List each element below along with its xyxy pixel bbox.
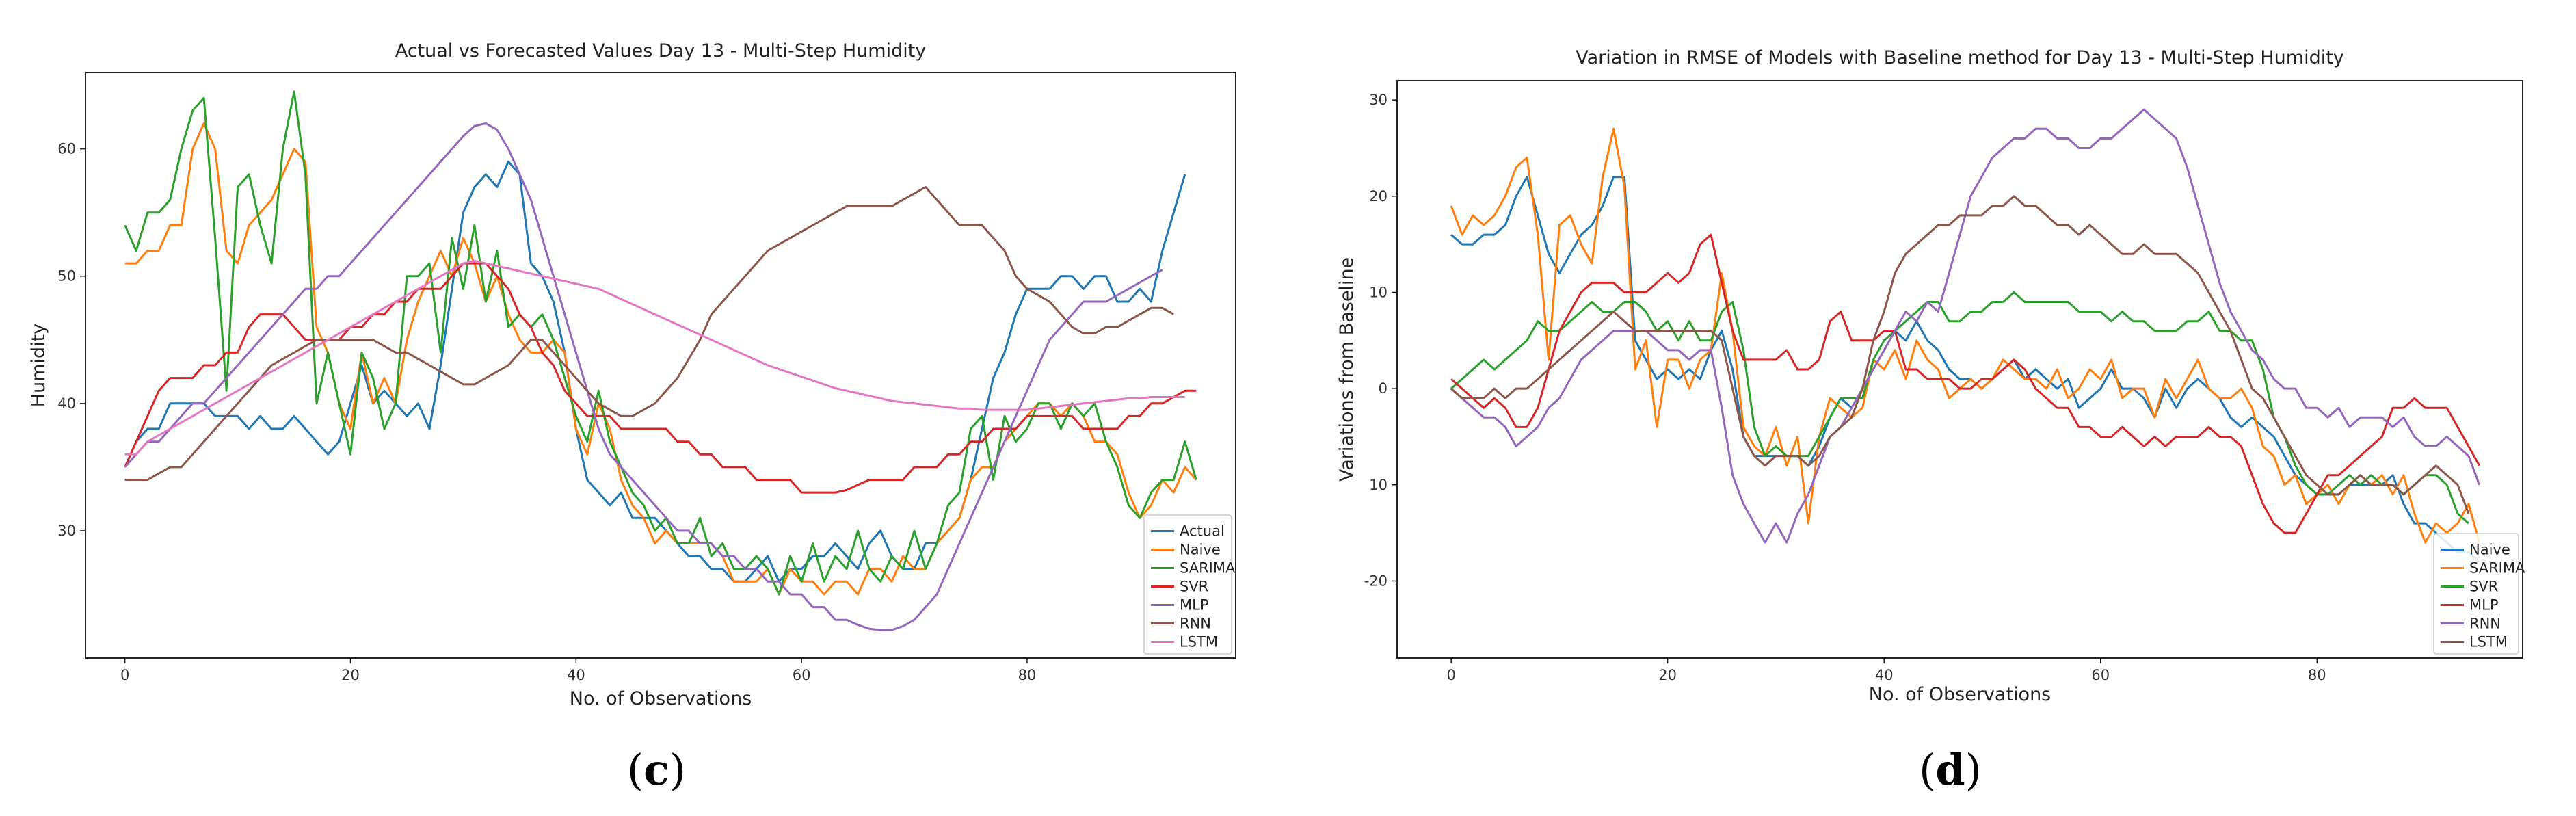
y-tick-label: -20	[1364, 572, 1387, 589]
series-line-mlp	[124, 122, 1163, 631]
series-line-sarima	[124, 90, 1197, 596]
x-tick-label: 20	[341, 667, 360, 683]
y-tick-label: 50	[57, 268, 76, 285]
series-line-lstm	[124, 259, 1185, 456]
x-tick-label: 80	[2308, 667, 2326, 683]
x-tick-label: 80	[1018, 667, 1037, 683]
legend-label-mlp: MLP	[1180, 597, 1208, 614]
legend-label-mlp: MLP	[2469, 597, 2498, 614]
caption-d: (d)	[1919, 745, 1982, 795]
series-line-sarima	[1450, 127, 2481, 544]
x-tick-label: 20	[1658, 667, 1677, 683]
legend-label-actual: Actual	[1180, 523, 1225, 540]
chart-c-legend: Actual Naive SARIMA SVR MLP RNN LSTM	[1143, 514, 1236, 655]
chart-d-xlabel: No. of Observations	[1869, 684, 2051, 705]
y-tick-label: 10	[1369, 477, 1387, 493]
chart-c-series-lines	[124, 90, 1197, 631]
legend-label-naive: Naive	[1180, 542, 1221, 558]
legend-label-naive: Naive	[2469, 542, 2510, 558]
chart-c-title: Actual vs Forecasted Values Day 13 - Mul…	[395, 40, 927, 62]
legend-label-rnn: RNN	[1180, 616, 1211, 632]
legend-label-rnn: RNN	[2469, 616, 2501, 632]
chart-d-title: Variation in RMSE of Models with Baselin…	[1576, 47, 2344, 68]
x-tick-label: 40	[1875, 667, 1894, 683]
y-tick-label: 40	[57, 395, 76, 412]
caption-c: (c)	[627, 745, 686, 795]
series-line-rnn	[124, 186, 1175, 481]
legend-label-svr: SVR	[2469, 579, 2498, 595]
chart-c-ylabel: Humidity	[28, 324, 49, 407]
series-line-svr	[124, 262, 1197, 494]
y-tick-label: 30	[1369, 92, 1387, 108]
legend-label-sarima: SARIMA	[1180, 560, 1236, 577]
series-line-lstm	[1450, 195, 2470, 514]
x-tick-label: 60	[793, 667, 811, 683]
chart-c-plot-area	[85, 72, 1236, 659]
x-tick-label: 60	[2091, 667, 2110, 683]
x-tick-label: 0	[120, 667, 129, 683]
legend-label-lstm: LSTM	[1180, 634, 1218, 650]
chart-rmse-variation: Variation in RMSE of Models with Baselin…	[1336, 47, 2525, 705]
chart-c-xlabel: No. of Observations	[570, 688, 752, 709]
legend-label-svr: SVR	[1180, 579, 1208, 595]
legend-label-sarima: SARIMA	[2469, 560, 2525, 577]
series-line-mlp	[1450, 233, 2481, 534]
series-line-svr	[1450, 291, 2469, 525]
chart-d-plot-area	[1396, 80, 2523, 659]
x-tick-label: 40	[567, 667, 585, 683]
chart-d-ticks: 0 20 40 60 80 30 20 10 0 10 -20	[1364, 92, 2326, 683]
series-line-actual	[124, 160, 1186, 583]
x-tick-label: 0	[1446, 667, 1455, 683]
chart-d-ylabel: Variations from Baseline	[1336, 257, 1357, 482]
chart-d-legend: Naive SARIMA SVR MLP RNN LSTM	[2433, 533, 2525, 655]
chart-c-ticks: 0 20 40 60 80 30 40 50 60	[57, 141, 1036, 683]
chart-d-series-lines	[1450, 108, 2481, 563]
y-tick-label: 20	[1369, 188, 1387, 205]
y-tick-label: 60	[57, 141, 76, 157]
chart-humidity-forecast: Actual vs Forecasted Values Day 13 - Mul…	[28, 40, 1236, 709]
y-tick-label: 10	[1369, 284, 1387, 300]
y-tick-label: 0	[1379, 380, 1387, 397]
y-tick-label: 30	[57, 523, 76, 539]
legend-label-lstm: LSTM	[2469, 634, 2508, 650]
